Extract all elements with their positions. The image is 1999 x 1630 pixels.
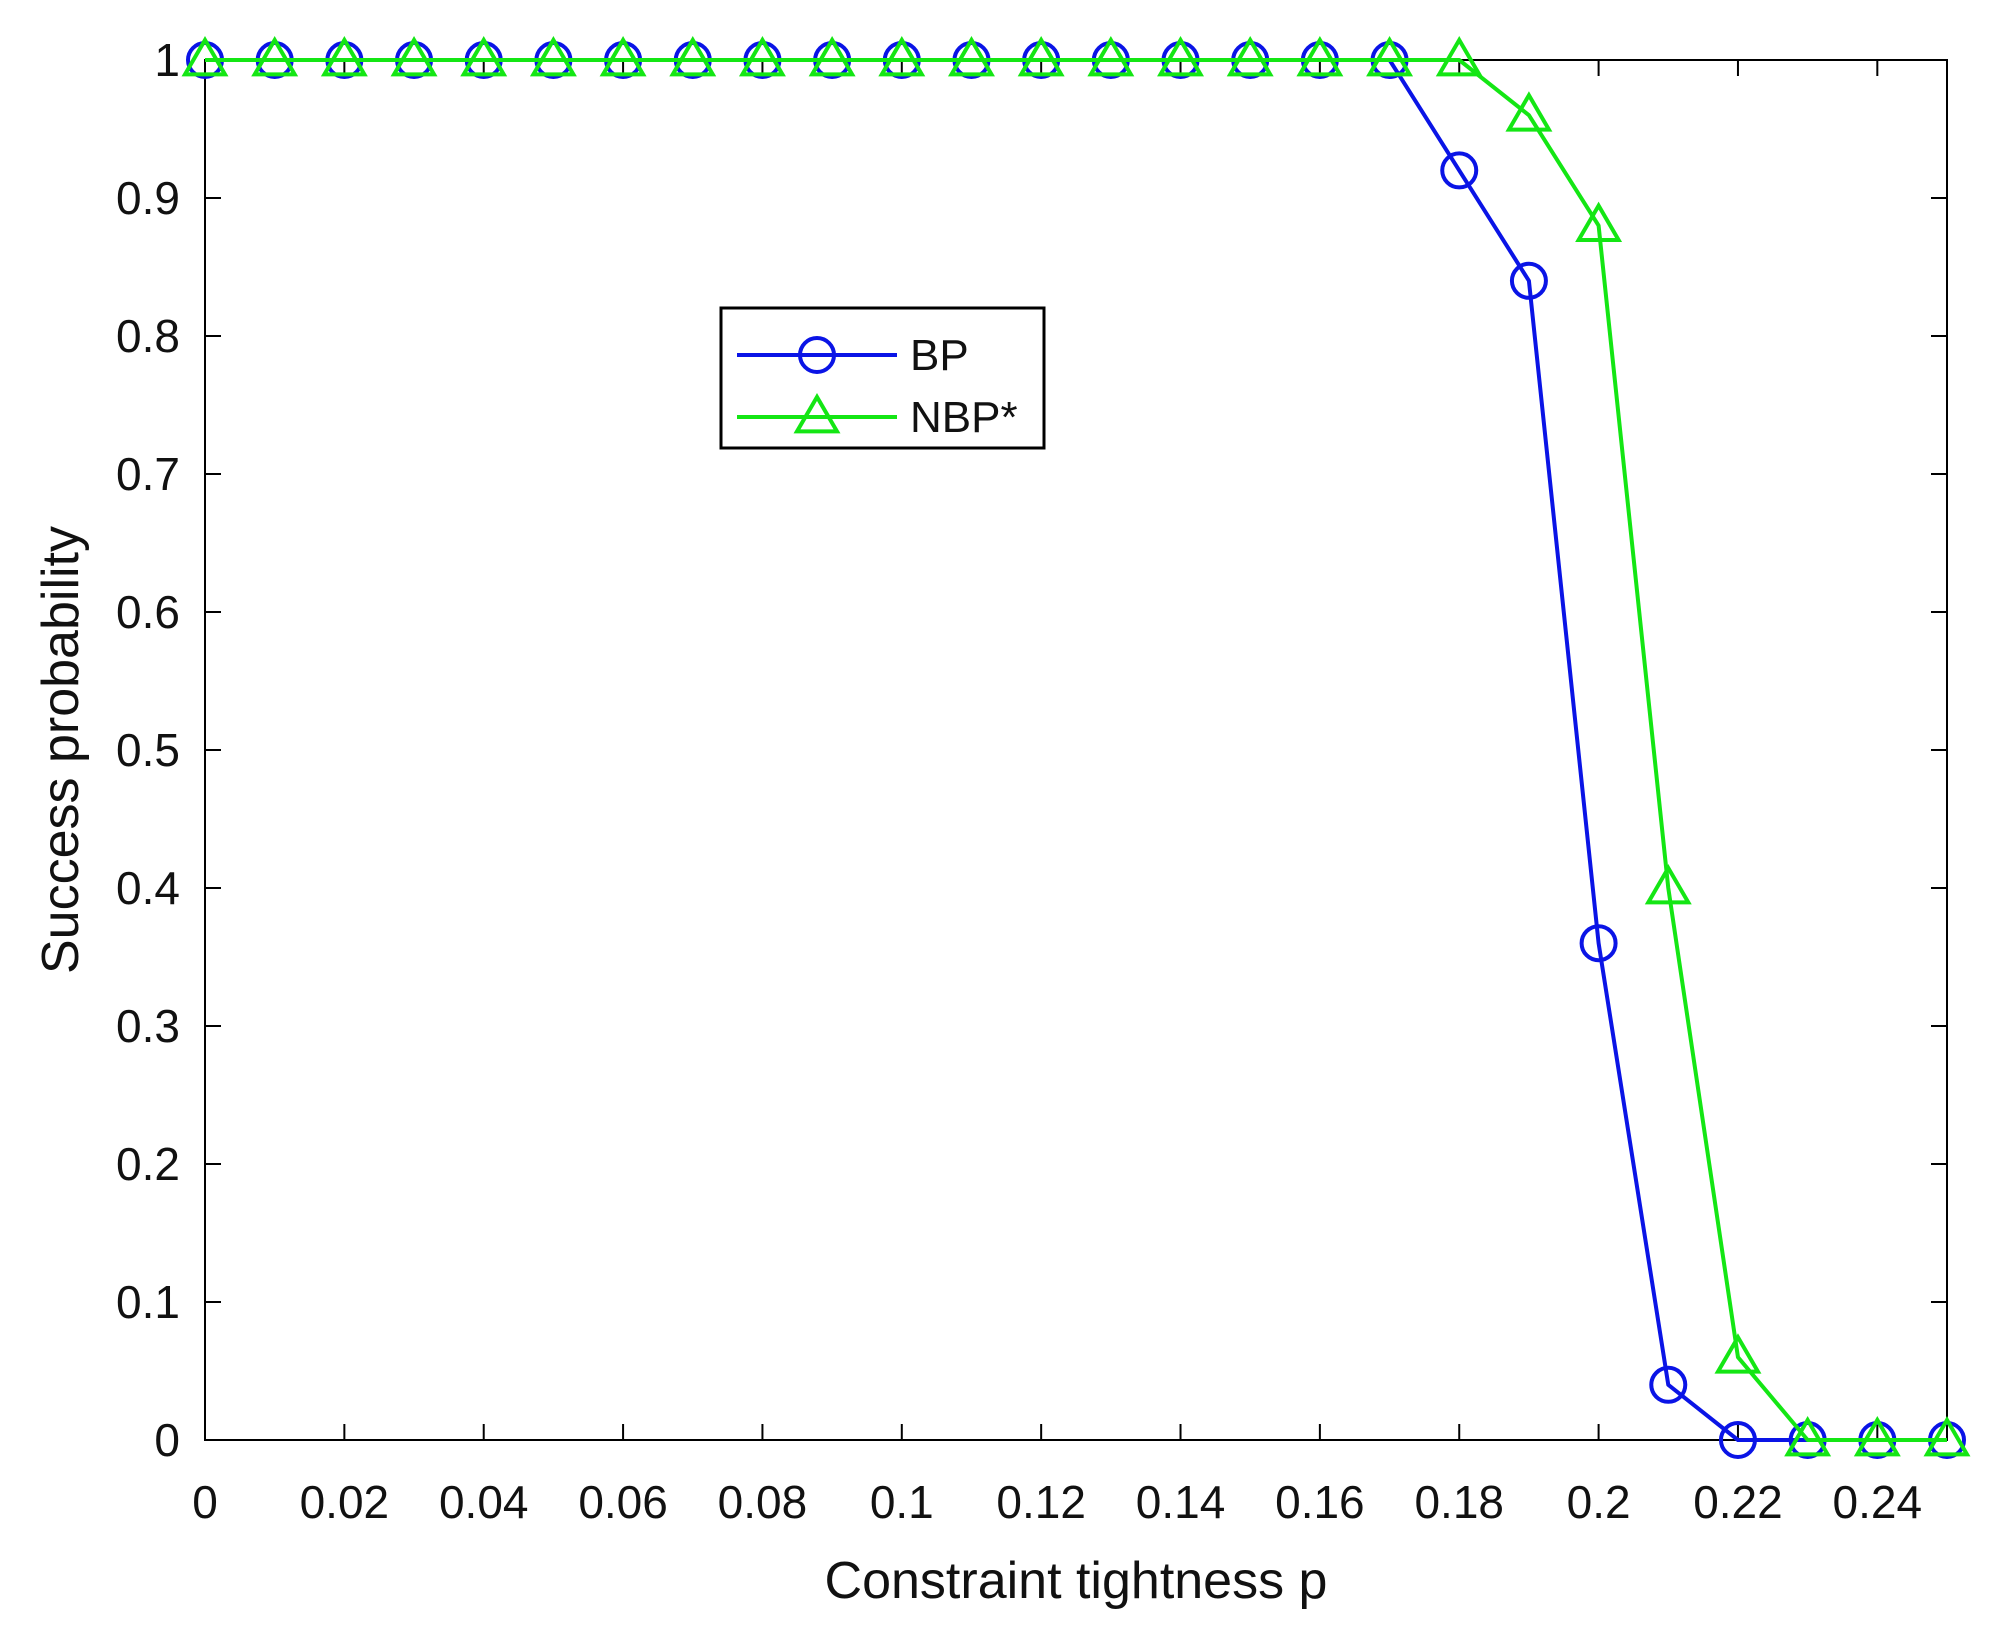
y-tick-label: 0.5 [116,724,180,776]
y-tick-label: 0.7 [116,448,180,500]
legend: BP NBP* [719,306,1046,450]
data-point [599,36,647,77]
data-point [1440,151,1479,190]
x-tick-label: 0.08 [718,1476,808,1528]
data-point [181,36,229,77]
legend-box [719,306,1046,450]
x-tick-label: 0.14 [1136,1476,1226,1528]
data-point [1575,201,1623,242]
x-axis-title: Constraint tightness p [825,1552,1328,1610]
data-point [1853,1416,1901,1457]
data-point [1017,36,1065,77]
data-point [1923,1416,1971,1457]
data-point [1644,864,1692,905]
y-tick-label: 0.8 [116,310,180,362]
data-point [1784,1416,1832,1457]
legend-marker [793,393,841,434]
data-point [1579,924,1618,963]
y-tick-label: 0.3 [116,1000,180,1052]
plot-area [204,59,1948,1441]
legend-label: NBP* [910,393,1018,442]
y-tick-label: 0 [154,1414,180,1466]
data-point [1505,91,1553,132]
data-point [948,36,995,77]
series-layer [181,36,1971,1459]
legend-marker [798,336,836,374]
y-tick-label: 0.2 [116,1138,180,1190]
data-point [1718,1421,1757,1459]
x-tick-label: 0.16 [1275,1476,1365,1528]
data-point [1157,36,1204,77]
data-point [1366,36,1414,77]
data-point [1226,36,1274,77]
data-point [251,36,299,77]
y-tick-label: 0.4 [116,862,180,914]
data-point [1649,1365,1688,1404]
x-tick-label: 0.22 [1693,1476,1783,1528]
x-tick-label: 0.18 [1414,1476,1504,1528]
x-tick-label: 0 [192,1476,218,1528]
x-tick-label: 0.02 [300,1476,390,1528]
data-point [1714,1333,1762,1374]
data-point [738,36,786,77]
x-tick-label: 0.06 [578,1476,668,1528]
legend-entry: NBP* [737,393,1018,442]
x-tick-label: 0.04 [439,1476,529,1528]
y-tick-label: 1 [154,34,180,86]
y-tick-label: 0.1 [116,1276,180,1328]
data-point [1509,261,1548,300]
x-tick-label: 0.2 [1567,1476,1631,1528]
data-point [529,36,577,77]
series-nbp [181,36,1971,1457]
data-point [808,36,856,77]
x-tick-label: 0.1 [870,1476,934,1528]
legend-label: BP [910,331,969,380]
data-point [669,36,717,77]
y-axis: 0 0.1 0.2 0.3 0.4 0.5 0.6 0.7 0.8 0.9 1 [116,34,1947,1466]
data-point [878,36,926,77]
y-axis-title: Success probability [32,526,90,974]
x-tick-label: 0.12 [996,1476,1086,1528]
y-tick-label: 0.6 [116,586,180,638]
data-point [390,36,438,77]
legend-entry: BP [737,331,969,380]
data-point [1087,36,1135,77]
x-axis: 0 0.02 0.04 0.06 0.08 0.1 0.12 0.14 0.16 0.18 0.2 0… [192,60,1922,1528]
x-tick-label: 0.24 [1833,1476,1923,1528]
data-point [1296,36,1344,77]
y-tick-label: 0.9 [116,172,180,224]
data-point [460,36,508,77]
data-point [320,36,368,77]
data-point [1435,36,1483,77]
